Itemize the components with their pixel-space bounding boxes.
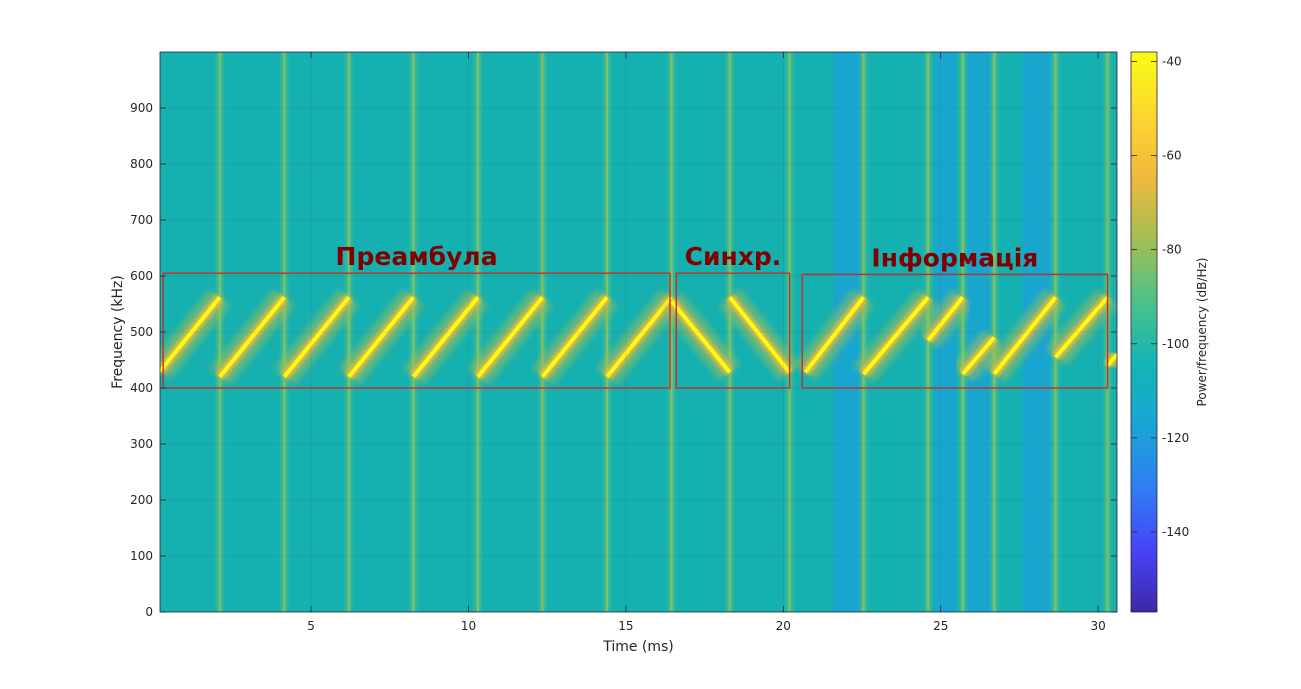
chirp-line <box>347 296 415 379</box>
y-tick-label: 800 <box>130 157 153 171</box>
chirp-line <box>670 299 732 374</box>
region-box <box>675 272 791 389</box>
y-tick-label: 400 <box>130 381 153 395</box>
transient-core <box>476 52 479 612</box>
transient-core <box>670 52 673 612</box>
x-tick-label: 15 <box>618 619 633 633</box>
transient-core <box>606 52 609 612</box>
region-label: Інформація <box>871 243 1038 272</box>
chirp-line <box>160 296 222 373</box>
transient-core <box>961 52 964 612</box>
x-tick-label: 10 <box>461 619 476 633</box>
x-tick-label: 20 <box>776 619 791 633</box>
chirp-line <box>282 296 351 379</box>
colorbar-tick-label: -120 <box>1162 431 1189 445</box>
region-box <box>801 273 1109 389</box>
colorbar-gradient <box>1131 52 1157 612</box>
transient-core <box>218 52 221 612</box>
chirp-line <box>992 296 1058 376</box>
y-tick-label: 100 <box>130 549 153 563</box>
transient-core <box>541 52 544 612</box>
chirp-line <box>218 296 286 379</box>
y-axis-label: Frequency (kHz) <box>110 275 126 389</box>
y-tick-label: 700 <box>130 213 153 227</box>
transient-core <box>728 52 731 612</box>
plot-area <box>159 51 1118 613</box>
colorbar-tick-label: -40 <box>1162 54 1182 68</box>
transient-core <box>347 52 350 612</box>
region-label: Преамбула <box>336 242 498 271</box>
transient-core <box>283 52 286 612</box>
y-tick-label: 300 <box>130 437 153 451</box>
region-box <box>162 272 671 389</box>
y-tick-label: 200 <box>130 493 153 507</box>
colorbar-label: Power/frequency (dB/Hz) <box>1195 258 1209 407</box>
chirp-line <box>476 296 545 379</box>
y-tick-label: 900 <box>130 101 153 115</box>
x-tick-label: 5 <box>307 619 315 633</box>
grid-lines <box>160 52 1117 612</box>
transient-core <box>993 52 996 612</box>
chirp-line <box>605 296 674 379</box>
transient-core <box>1054 52 1057 612</box>
x-tick-label: 25 <box>933 619 948 633</box>
colorbar-tick-label: -80 <box>1162 243 1182 257</box>
y-tick-label: 500 <box>130 325 153 339</box>
x-axis-label: Time (ms) <box>602 639 674 655</box>
chirp-line <box>411 296 480 379</box>
colorbar-tick-label: -140 <box>1162 525 1189 539</box>
colorbar: -40 -60 -80 -100 -120 -140 Power/frequency (d… <box>1130 51 1209 613</box>
region-label: Синхр. <box>685 242 782 271</box>
chirp-line <box>803 296 866 374</box>
transient-core <box>412 52 415 612</box>
x-axis: 5 10 15 20 25 30 <box>307 52 1106 633</box>
chirp-line <box>540 296 609 379</box>
y-tick-label: 600 <box>130 269 153 283</box>
colorbar-tick-label: -60 <box>1162 149 1182 163</box>
colorbar-frame <box>1130 51 1158 613</box>
colorbar-tick-label: -100 <box>1162 337 1189 351</box>
chirp-line <box>1106 353 1117 367</box>
y-tick-label: 0 <box>145 605 153 619</box>
chirp-line <box>728 296 792 374</box>
y-axis: 0 100 200 300 400 500 600 700 800 900 <box>130 101 1117 619</box>
chirp-line <box>862 295 930 376</box>
chirp-line <box>1054 295 1110 359</box>
x-tick-label: 30 <box>1090 619 1105 633</box>
transient-core <box>862 52 865 612</box>
chirp-line <box>961 336 996 376</box>
region-annotations: Преамбула Синхр. Інформація <box>336 242 1039 272</box>
chirp-line <box>926 296 965 342</box>
